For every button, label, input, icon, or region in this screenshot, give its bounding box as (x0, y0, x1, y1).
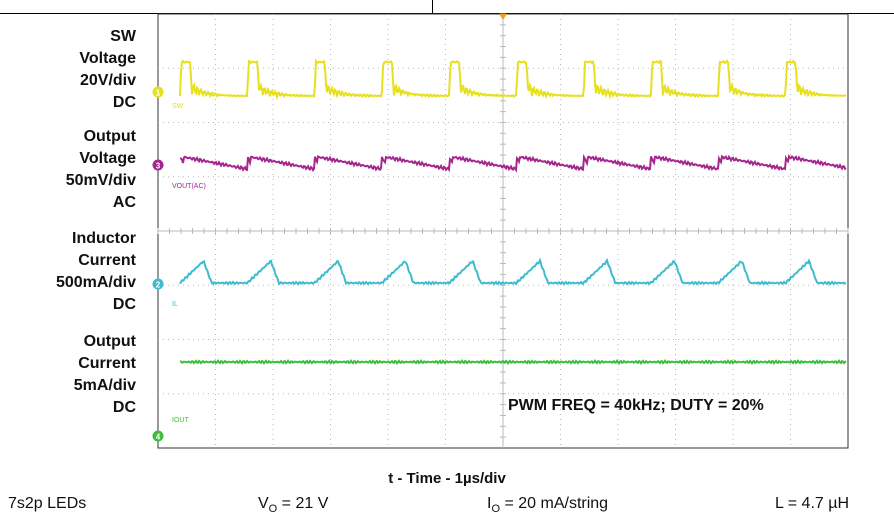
ch1-label-line3: 20V/div (79, 72, 136, 89)
io-symbol: I (487, 495, 492, 512)
top-border-mark (432, 0, 433, 13)
ch2-label-line2: Current (78, 252, 136, 269)
channel-marker-3 (152, 159, 164, 171)
channel-3-label: Output Voltage 50mV/div AC (0, 126, 136, 214)
condition-io: IO = 20 mA/string (487, 495, 608, 515)
channel-marker-4 (152, 430, 164, 442)
channel-marker-label-2: 2 (156, 281, 161, 290)
ch2-label-line1: Inductor (72, 230, 136, 247)
ch3-label-line3: 50mV/div (65, 172, 136, 189)
pwm-annotation: PWM FREQ = 40kHz; DUTY = 20% (508, 397, 764, 414)
ch1-label-line4: DC (112, 94, 136, 111)
ch3-label-line2: Voltage (79, 150, 136, 167)
io-value: = 20 mA/string (500, 495, 609, 512)
condition-leds: 7s2p LEDs (8, 495, 87, 512)
ch3-label-line4: AC (112, 194, 136, 211)
channel-4-label: Output Current 5mA/div DC (0, 331, 136, 419)
condition-vo: VO = 21 V (258, 495, 328, 515)
ch4-label-line2: Current (78, 355, 136, 372)
ch3-label-line1: Output (83, 128, 136, 145)
ch4-label-line4: DC (112, 399, 136, 416)
channel-marker-2 (152, 278, 164, 290)
ch1-label-line2: Voltage (79, 50, 136, 67)
ch2-label-line4: DC (112, 296, 136, 313)
ch4-label-line1: Output (83, 333, 136, 350)
channel-2-label: Inductor Current 500mA/div DC (0, 228, 136, 316)
channel-marker-label-1: 1 (156, 89, 161, 98)
io-subscript: O (491, 503, 501, 516)
vo-value: = 21 V (277, 495, 329, 512)
condition-inductance: L = 4.7 µH (775, 495, 849, 512)
trace-channel-2 (179, 257, 847, 286)
trace-channel-1 (179, 58, 847, 101)
vo-symbol: V (258, 495, 269, 512)
trace-channel-3 (179, 153, 847, 173)
channel-marker-label-4: 4 (156, 433, 161, 442)
ch4-label-line3: 5mA/div (73, 377, 136, 394)
channel-tag-4: IOUT (172, 417, 189, 424)
ch1-label-line1: SW (110, 28, 136, 45)
vo-subscript: O (268, 503, 278, 516)
ch2-label-line3: 500mA/div (55, 274, 136, 291)
x-axis-label: t - Time - 1µs/div (388, 470, 506, 487)
trace-channel-4 (179, 358, 847, 366)
channel-tag-2: IL (172, 301, 178, 308)
channel-tag-3: VOUT(AC) (172, 183, 206, 190)
trigger-marker (499, 14, 507, 20)
channel-1-label: SW Voltage 20V/div DC (0, 26, 136, 114)
channel-marker-label-3: 3 (156, 162, 161, 171)
channel-tag-1: SW (172, 103, 184, 110)
channel-marker-1 (152, 86, 164, 98)
